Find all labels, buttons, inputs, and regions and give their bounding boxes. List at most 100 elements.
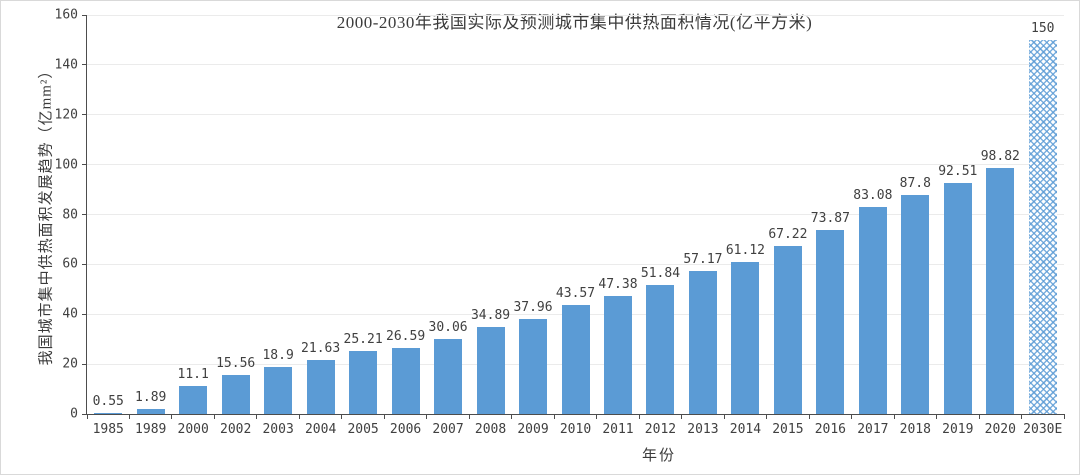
x-tick-label: 1985: [92, 422, 124, 437]
x-tick-label: 2019: [942, 422, 974, 437]
bar-2004: [306, 360, 335, 414]
x-axis-tick: [468, 414, 470, 419]
x-tick-label: 2020: [984, 422, 1016, 437]
x-axis-tick: [596, 414, 598, 419]
bar-value-label: 61.12: [725, 242, 765, 258]
x-axis-tick: [851, 414, 853, 419]
bar-value-label: 26.59: [386, 328, 426, 344]
x-tick-label: 2018: [899, 422, 931, 437]
y-tick-label: 120: [54, 107, 78, 123]
bar-2020: [986, 167, 1015, 414]
bar-value-label: 57.17: [683, 252, 723, 268]
y-axis-tick: [82, 214, 87, 215]
bar-2008: [476, 327, 505, 414]
gridline: [87, 14, 1064, 16]
y-axis-title: 我国城市集中供热面积发展趋势（亿mm²）: [38, 62, 55, 366]
x-axis-tick: [86, 414, 88, 419]
y-axis-tick: [82, 164, 87, 166]
x-tick-label: 2016: [814, 422, 847, 437]
bar-1985: [94, 412, 123, 414]
bar-2002: [221, 375, 250, 414]
y-axis-tick: [82, 313, 87, 315]
y-axis-tick: [82, 64, 87, 66]
bar-value-label: 87.8: [899, 176, 931, 192]
y-tick-label: 60: [62, 256, 78, 272]
bar-value-label: 15.56: [216, 356, 256, 372]
bar-2006: [391, 347, 420, 414]
bar-2018: [901, 195, 930, 414]
bar-2007: [434, 339, 463, 414]
bar-value-label: 67.22: [768, 227, 808, 243]
bar-value-label: 1.89: [135, 390, 167, 406]
bar-value-label: 11.1: [177, 367, 209, 383]
y-tick-label: 100: [54, 157, 78, 173]
bar-value-label: 47.38: [598, 276, 638, 292]
x-tick-label: 2008: [474, 422, 507, 437]
bar-2005: [349, 351, 378, 414]
x-tick-label: 2015: [772, 422, 804, 437]
bar-2017: [858, 206, 887, 414]
gridline: [87, 164, 1064, 166]
x-axis-tick: [341, 414, 343, 419]
bar-value-label: 73.87: [810, 210, 850, 226]
y-tick-label: 0: [70, 406, 78, 422]
x-tick-label: 2007: [432, 422, 464, 437]
y-axis-tick: [82, 413, 87, 415]
x-tick-label: 2006: [389, 422, 422, 437]
bar-2030E: [1028, 39, 1057, 414]
x-axis-tick: [681, 414, 683, 419]
bar-value-label: 92.51: [938, 164, 978, 180]
bar-value-label: 43.57: [555, 286, 596, 302]
gridline: [87, 214, 1064, 215]
y-tick-label: 80: [62, 207, 78, 222]
plot-area: 0 20 40 60 80 100 120 140 160 0.55 1985 1.89 1989 11.…: [55, 8, 1065, 437]
y-axis-tick: [82, 363, 87, 365]
x-tick-label: 2000: [177, 422, 209, 437]
bar-2014: [731, 261, 760, 414]
x-tick-label: 2011: [602, 422, 634, 437]
gridline: [87, 263, 1064, 265]
gridline: [87, 114, 1064, 116]
bar-value-label: 51.84: [640, 265, 681, 281]
x-tick-label: 2017: [857, 422, 889, 437]
chart-title: 2000-2030年我国实际及预测城市集中供热面积情况(亿平方米): [336, 13, 813, 32]
bar-2003: [264, 366, 293, 414]
x-axis-tick: [383, 414, 385, 419]
x-axis-tick: [638, 414, 640, 419]
bar-2009: [519, 319, 548, 414]
bar-value-label: 18.9: [262, 347, 294, 363]
x-axis-tick: [511, 414, 513, 419]
y-axis-tick: [82, 14, 87, 16]
x-axis-tick: [298, 414, 300, 419]
x-tick-label: 2010: [559, 422, 592, 437]
x-axis-tick: [936, 414, 938, 419]
x-axis-tick: [766, 414, 768, 419]
x-tick-label: 2009: [517, 422, 549, 437]
bar-value-label: 21.63: [301, 341, 341, 357]
x-axis-tick: [128, 414, 130, 419]
x-axis-tick: [893, 414, 895, 419]
bar-value-label: 30.06: [428, 320, 468, 336]
bar-value-label: 34.89: [470, 308, 511, 323]
bar-value-label: 150: [1031, 20, 1055, 36]
x-tick-label: 2030E: [1023, 422, 1063, 437]
bar-1989: [136, 409, 165, 414]
x-axis-tick: [213, 414, 215, 419]
bar-2010: [561, 305, 590, 414]
y-tick-label: 40: [62, 306, 78, 322]
bar-2012: [646, 284, 675, 414]
x-tick-label: 2003: [262, 422, 294, 437]
bar-2016: [816, 229, 845, 414]
bar-value-label: 37.96: [513, 300, 553, 316]
bar-value-label: 98.82: [980, 148, 1020, 164]
x-tick-label: 2013: [687, 422, 719, 437]
bar-2015: [773, 246, 802, 414]
x-tick-label: 1989: [135, 422, 167, 437]
bar-value-label: 83.08: [853, 187, 893, 203]
bar-2000: [179, 386, 208, 414]
bar-value-label: 25.21: [343, 332, 383, 348]
x-axis-tick: [1021, 414, 1023, 419]
bar-2019: [943, 183, 972, 414]
gridline: [87, 64, 1064, 66]
